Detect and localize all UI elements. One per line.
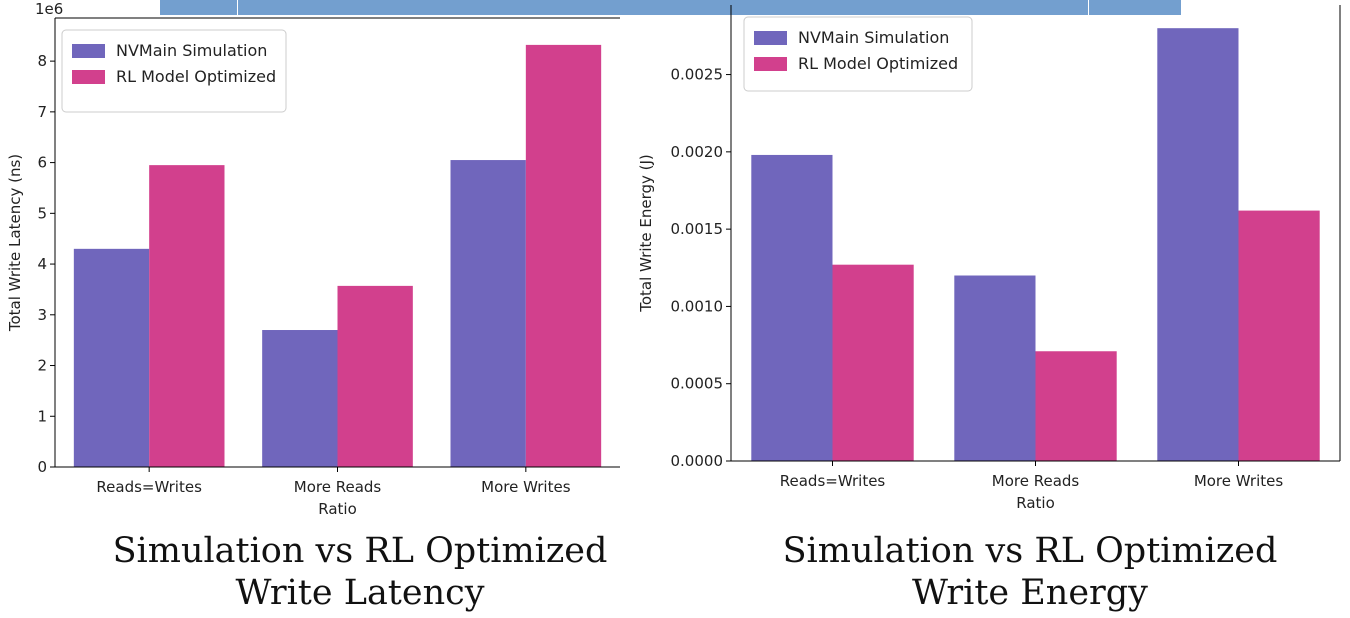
- y-tick-label: 6: [37, 154, 47, 172]
- legend-swatch-0: [72, 44, 105, 58]
- y-tick-label: 4: [37, 255, 47, 273]
- bar-reads-writes-series-0: [751, 154, 833, 462]
- top-banner: [160, 0, 1181, 15]
- bar-more-writes-series-1: [525, 44, 602, 467]
- bar-more-writes-series-0: [1157, 28, 1239, 462]
- y-tick-label: 1: [37, 407, 47, 425]
- x-tick-label: More Reads: [992, 472, 1080, 490]
- legend-box: [61, 29, 287, 113]
- legend-swatch-1: [72, 70, 105, 84]
- bar-more-reads-series-1: [337, 285, 413, 467]
- legend-label-1: RL Model Optimized: [116, 67, 276, 86]
- legend-swatch-0: [754, 31, 787, 45]
- latency-caption-line-1: Simulation vs RL Optimized: [112, 531, 608, 571]
- y-tick-label: 0.0000: [671, 452, 724, 470]
- legend-label-1: RL Model Optimized: [798, 54, 958, 73]
- x-tick-label: More Writes: [1194, 472, 1284, 490]
- y-tick-label: 0.0020: [671, 143, 724, 161]
- banner-divider: [237, 0, 238, 15]
- legend: NVMain Simulation RL Model Optimized: [743, 16, 973, 92]
- legend-label-0: NVMain Simulation: [116, 41, 267, 60]
- energy-chart: 0.0000 0.0005 0.0010 0.0015 0.0020 0.0025 Read…: [637, 5, 1341, 512]
- bar-more-writes-series-1: [1238, 210, 1320, 461]
- y-axis-label: Total Write Latency (ns): [6, 154, 24, 332]
- x-tick-label: Reads=Writes: [780, 472, 886, 490]
- y-tick-label: 5: [37, 204, 47, 222]
- y-axis-label: Total Write Energy (J): [637, 154, 655, 313]
- latency-caption-line-2: Write Latency: [235, 573, 485, 613]
- y-tick-label: 0.0010: [671, 297, 724, 315]
- y-tick-label: 0.0005: [671, 375, 724, 393]
- bar-more-reads-series-1: [1035, 351, 1117, 461]
- y-offset-label: 1e6: [35, 0, 63, 18]
- x-axis-label: Ratio: [318, 500, 357, 518]
- x-axis-label: Ratio: [1016, 494, 1055, 512]
- legend: NVMain Simulation RL Model Optimized: [61, 29, 287, 113]
- energy-caption: Simulation vs RL Optimized Write Energy: [730, 530, 1330, 614]
- bar-more-writes-series-0: [450, 160, 526, 467]
- legend-swatch-1: [754, 57, 787, 71]
- y-tick-label: 0: [37, 458, 47, 476]
- energy-caption-line-1: Simulation vs RL Optimized: [782, 531, 1278, 571]
- y-tick-label: 8: [37, 52, 47, 70]
- bar-reads-writes-series-1: [832, 264, 914, 461]
- x-tick-label: More Writes: [481, 478, 571, 496]
- y-tick-label: 0.0025: [671, 66, 724, 84]
- legend-label-0: NVMain Simulation: [798, 28, 949, 47]
- x-tick-label: Reads=Writes: [96, 478, 202, 496]
- legend-box: [743, 16, 973, 92]
- y-tick-label: 2: [37, 357, 47, 375]
- latency-caption: Simulation vs RL Optimized Write Latency: [60, 530, 660, 614]
- x-tick-label: More Reads: [294, 478, 382, 496]
- banner-divider: [1088, 0, 1089, 15]
- bar-more-reads-series-0: [262, 330, 338, 467]
- y-tick-label: 3: [37, 306, 47, 324]
- energy-caption-line-2: Write Energy: [912, 573, 1148, 613]
- bar-reads-writes-series-0: [73, 248, 150, 467]
- bar-reads-writes-series-1: [149, 165, 225, 467]
- bar-more-reads-series-0: [954, 275, 1036, 461]
- y-tick-label: 0.0015: [671, 220, 724, 238]
- y-tick-label: 7: [37, 103, 47, 121]
- latency-chart: 0 1 2 3 4 5 6 7 8 Reads=Writes More Reads More Writ…: [6, 0, 620, 518]
